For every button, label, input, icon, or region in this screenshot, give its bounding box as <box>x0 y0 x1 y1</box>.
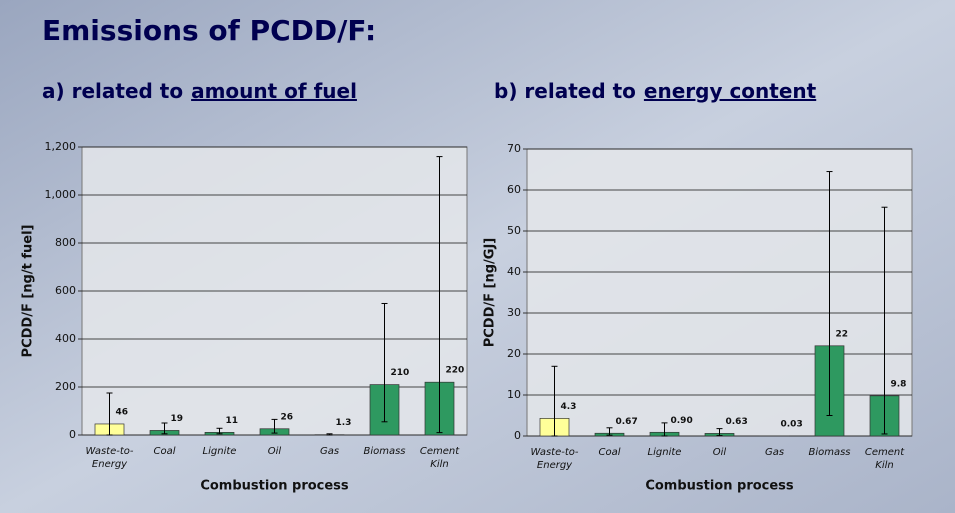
value-label: 46 <box>116 407 129 417</box>
subtitle-prefix: a) related to <box>42 79 183 103</box>
y-tick-label: 70 <box>507 142 521 155</box>
x-tick-label: Coal <box>153 446 175 457</box>
value-label: 26 <box>281 412 294 422</box>
x-axis-label: Combustion process <box>200 479 349 494</box>
subtitle: b) related to energy content <box>494 79 817 103</box>
y-tick-label: 30 <box>507 306 521 319</box>
y-tick-label: 800 <box>55 236 76 249</box>
error-bar <box>216 427 223 435</box>
x-tick-label: Energy <box>92 459 128 470</box>
plot-area <box>526 148 913 437</box>
error-bar <box>106 392 113 436</box>
y-tick-label: 200 <box>55 380 76 393</box>
value-label: 0.03 <box>781 419 803 429</box>
value-label: 11 <box>226 416 239 426</box>
error-bar <box>881 206 888 435</box>
slide-title: Emissions of PCDD/F: <box>42 14 376 47</box>
subtitle-link: energy content <box>644 79 817 103</box>
x-tick-label: Biomass <box>363 446 405 457</box>
error-bar <box>551 365 558 437</box>
x-axis-label: Combustion process <box>645 479 794 494</box>
value-label: 22 <box>836 329 849 339</box>
y-tick-label: 600 <box>55 284 76 297</box>
x-tick-label: Gas <box>320 446 339 457</box>
x-tick-label: Waste-to- <box>530 447 578 458</box>
value-label: 1.3 <box>336 418 352 428</box>
y-axis-label: PCDD/F [ng/GJ] <box>483 238 498 348</box>
y-tick-label: 1,000 <box>45 188 77 201</box>
value-label: 4.3 <box>561 402 577 412</box>
error-bar <box>606 427 613 436</box>
x-tick-label: Kiln <box>875 460 893 471</box>
x-tick-label: Kiln <box>430 459 448 470</box>
subtitle-prefix: b) related to <box>494 79 636 103</box>
y-tick-label: 10 <box>507 388 521 401</box>
error-bar <box>826 171 833 416</box>
x-tick-label: Coal <box>598 447 620 458</box>
value-label: 0.63 <box>726 417 748 427</box>
x-tick-label: Oil <box>268 446 282 457</box>
y-tick-label: 50 <box>507 224 521 237</box>
x-tick-label: Oil <box>713 447 727 458</box>
value-label: 0.90 <box>671 416 693 426</box>
value-label: 19 <box>171 414 184 424</box>
x-tick-label: Gas <box>765 447 784 458</box>
error-bar <box>381 302 388 423</box>
y-tick-label: 60 <box>507 183 521 196</box>
x-tick-label: Energy <box>537 460 573 471</box>
y-tick-label: 0 <box>69 428 76 441</box>
subtitle: a) related to amount of fuel <box>42 79 357 103</box>
value-label: 9.8 <box>891 379 907 389</box>
y-axis-label: PCDD/F [ng/t fuel] <box>21 225 36 358</box>
error-bar <box>326 433 333 436</box>
error-bar <box>271 418 278 434</box>
subtitle-link: amount of fuel <box>191 79 357 103</box>
value-label: 0.67 <box>616 417 638 427</box>
x-tick-label: Lignite <box>203 446 237 457</box>
x-tick-label: Biomass <box>808 447 850 458</box>
x-tick-label: Cement <box>865 447 905 458</box>
y-tick-label: 20 <box>507 347 521 360</box>
error-bar <box>716 428 723 437</box>
y-tick-label: 0 <box>514 429 521 442</box>
y-tick-label: 40 <box>507 265 521 278</box>
error-bar <box>661 422 668 437</box>
x-tick-label: Lignite <box>648 447 682 458</box>
x-tick-label: Cement <box>420 446 460 457</box>
y-tick-label: 400 <box>55 332 76 345</box>
x-tick-label: Waste-to- <box>85 446 133 457</box>
value-label: 220 <box>446 366 465 376</box>
y-tick-label: 1,200 <box>45 140 77 153</box>
error-bar <box>161 422 168 435</box>
error-bar <box>436 156 443 434</box>
value-label: 210 <box>391 368 410 378</box>
